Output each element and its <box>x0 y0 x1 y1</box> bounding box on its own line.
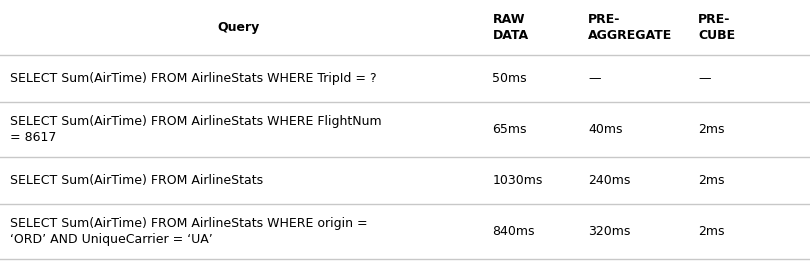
Text: 50ms: 50ms <box>492 72 527 85</box>
Text: SELECT Sum(AirTime) FROM AirlineStats WHERE FlightNum
= 8617: SELECT Sum(AirTime) FROM AirlineStats WH… <box>10 115 382 144</box>
Text: SELECT Sum(AirTime) FROM AirlineStats WHERE TripId = ?: SELECT Sum(AirTime) FROM AirlineStats WH… <box>10 72 377 85</box>
Text: —: — <box>588 72 600 85</box>
Text: Query: Query <box>218 21 260 34</box>
Text: PRE-
CUBE: PRE- CUBE <box>698 13 735 42</box>
Text: PRE-
AGGREGATE: PRE- AGGREGATE <box>588 13 672 42</box>
Text: 2ms: 2ms <box>698 174 725 187</box>
Text: —: — <box>698 72 710 85</box>
Text: SELECT Sum(AirTime) FROM AirlineStats: SELECT Sum(AirTime) FROM AirlineStats <box>10 174 262 187</box>
Text: 65ms: 65ms <box>492 123 527 136</box>
Text: SELECT Sum(AirTime) FROM AirlineStats WHERE origin =
‘ORD’ AND UniqueCarrier = ‘: SELECT Sum(AirTime) FROM AirlineStats WH… <box>10 217 368 246</box>
Text: RAW
DATA: RAW DATA <box>492 13 529 42</box>
Text: 1030ms: 1030ms <box>492 174 543 187</box>
Text: 40ms: 40ms <box>588 123 623 136</box>
Text: 840ms: 840ms <box>492 225 535 238</box>
Text: 240ms: 240ms <box>588 174 630 187</box>
Text: 320ms: 320ms <box>588 225 630 238</box>
Text: 2ms: 2ms <box>698 225 725 238</box>
Text: 2ms: 2ms <box>698 123 725 136</box>
